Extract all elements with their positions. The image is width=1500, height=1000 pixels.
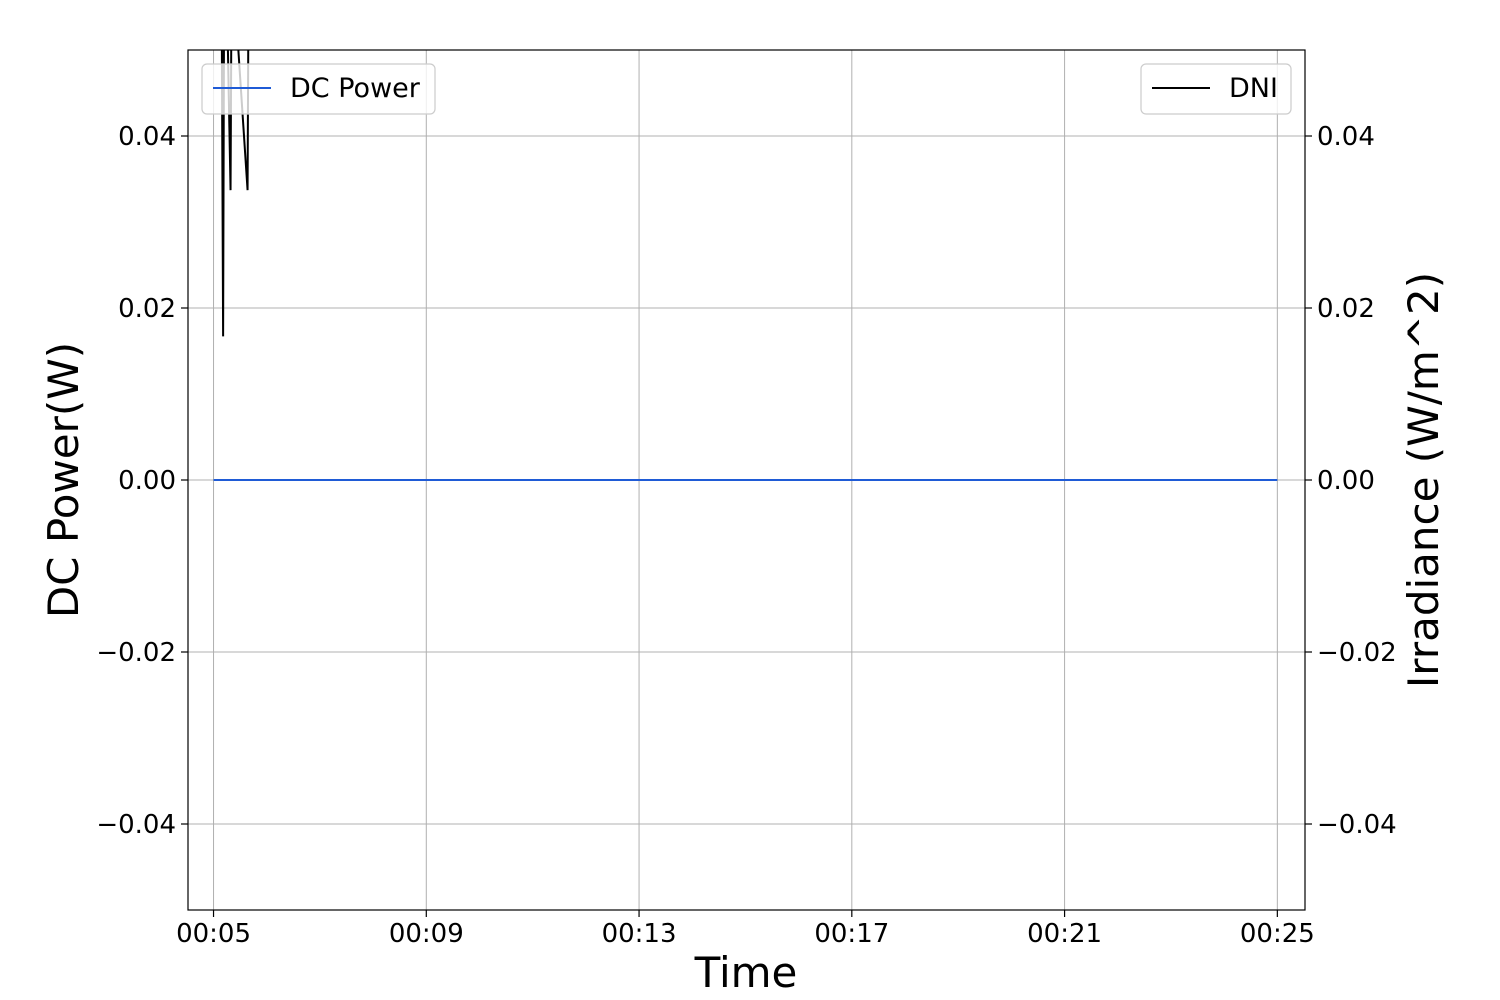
left-y-tick-label: −0.04 [96,810,176,840]
right-y-tick-label: 0.00 [1317,466,1375,496]
left-y-tick-label: −0.02 [96,638,176,668]
right-y-axis-title: Irradiance (W/m^2) [1399,272,1448,688]
x-tick-label: 00:13 [602,919,677,949]
left-y-tick-label: 0.04 [118,122,176,152]
x-axis-title: Time [694,948,798,997]
right-y-tick-label: −0.04 [1317,810,1397,840]
legend-right-label: DNI [1229,73,1278,104]
legend-left: DC Power [201,63,436,115]
legend-right-box [1140,63,1292,115]
right-y-axis-ticks: 0.04 0.02 0.00 −0.02 −0.04 [1305,122,1397,840]
x-tick-label: 00:09 [389,919,464,949]
x-tick-label: 00:21 [1027,919,1102,949]
legend-left-label: DC Power [290,73,421,104]
x-tick-label: 00:17 [814,919,889,949]
right-y-tick-label: −0.02 [1317,638,1397,668]
right-y-tick-label: 0.04 [1317,122,1375,152]
x-tick-label: 00:05 [176,919,251,949]
legend-left-box [201,63,436,115]
left-y-axis-title: DC Power(W) [39,342,88,618]
legend-right: DNI [1140,63,1292,115]
right-y-tick-label: 0.02 [1317,294,1375,324]
left-y-tick-label: 0.02 [118,294,176,324]
x-tick-label: 00:25 [1240,919,1315,949]
left-y-tick-label: 0.00 [118,466,176,496]
x-axis-ticks: 00:05 00:09 00:13 00:17 00:21 00:25 [176,910,1315,949]
left-y-axis-ticks: 0.04 0.02 0.00 −0.02 −0.04 [96,122,188,840]
